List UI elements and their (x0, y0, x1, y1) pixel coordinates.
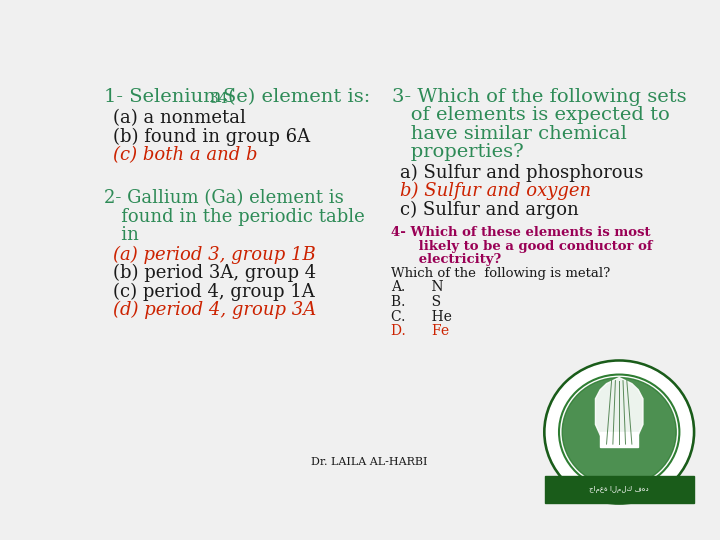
Text: 1- Selenium (: 1- Selenium ( (104, 88, 235, 106)
Text: Dr. LAILA AL-HARBI: Dr. LAILA AL-HARBI (311, 457, 427, 467)
Text: found in the periodic table: found in the periodic table (104, 208, 365, 226)
Text: (b) period 3A, group 4: (b) period 3A, group 4 (113, 264, 316, 282)
Polygon shape (595, 377, 643, 435)
Text: of elements is expected to: of elements is expected to (392, 106, 670, 124)
Text: B.      S: B. S (391, 295, 441, 309)
Text: c) Sulfur and argon: c) Sulfur and argon (400, 200, 579, 219)
Text: 34: 34 (210, 92, 228, 106)
Bar (545, 476, 693, 503)
Bar (600, 432, 638, 447)
Text: C.      He: C. He (391, 309, 451, 323)
Text: 2- Gallium (Ga) element is: 2- Gallium (Ga) element is (104, 190, 343, 207)
Text: A.      N: A. N (391, 280, 444, 294)
Text: in: in (104, 226, 139, 245)
Text: properties?: properties? (392, 143, 524, 161)
Text: (d) period 4, group 3A: (d) period 4, group 3A (113, 301, 317, 320)
Text: a) Sulfur and phosphorous: a) Sulfur and phosphorous (400, 164, 644, 181)
Text: likely to be a good conductor of: likely to be a good conductor of (391, 240, 652, 253)
Text: Se) element is:: Se) element is: (223, 88, 371, 106)
Circle shape (546, 362, 692, 502)
Text: (c) period 4, group 1A: (c) period 4, group 1A (113, 283, 315, 301)
Text: electricity?: electricity? (391, 253, 501, 266)
Text: Which of the  following is metal?: Which of the following is metal? (391, 267, 610, 280)
Text: (b) found in group 6A: (b) found in group 6A (113, 128, 310, 146)
Circle shape (562, 377, 676, 487)
Text: D.      Fe: D. Fe (391, 325, 449, 338)
Text: (c) both a and b: (c) both a and b (113, 146, 258, 164)
Text: 3- Which of the following sets: 3- Which of the following sets (392, 88, 687, 106)
Text: have similar chemical: have similar chemical (392, 125, 627, 143)
Text: جامعة الملك فهد: جامعة الملك فهد (590, 486, 649, 493)
Text: 4- Which of these elements is most: 4- Which of these elements is most (391, 226, 650, 240)
Text: (a) a nonmetal: (a) a nonmetal (113, 110, 246, 127)
Text: b) Sulfur and oxygen: b) Sulfur and oxygen (400, 182, 591, 200)
Text: (a) period 3, group 1B: (a) period 3, group 1B (113, 246, 316, 264)
